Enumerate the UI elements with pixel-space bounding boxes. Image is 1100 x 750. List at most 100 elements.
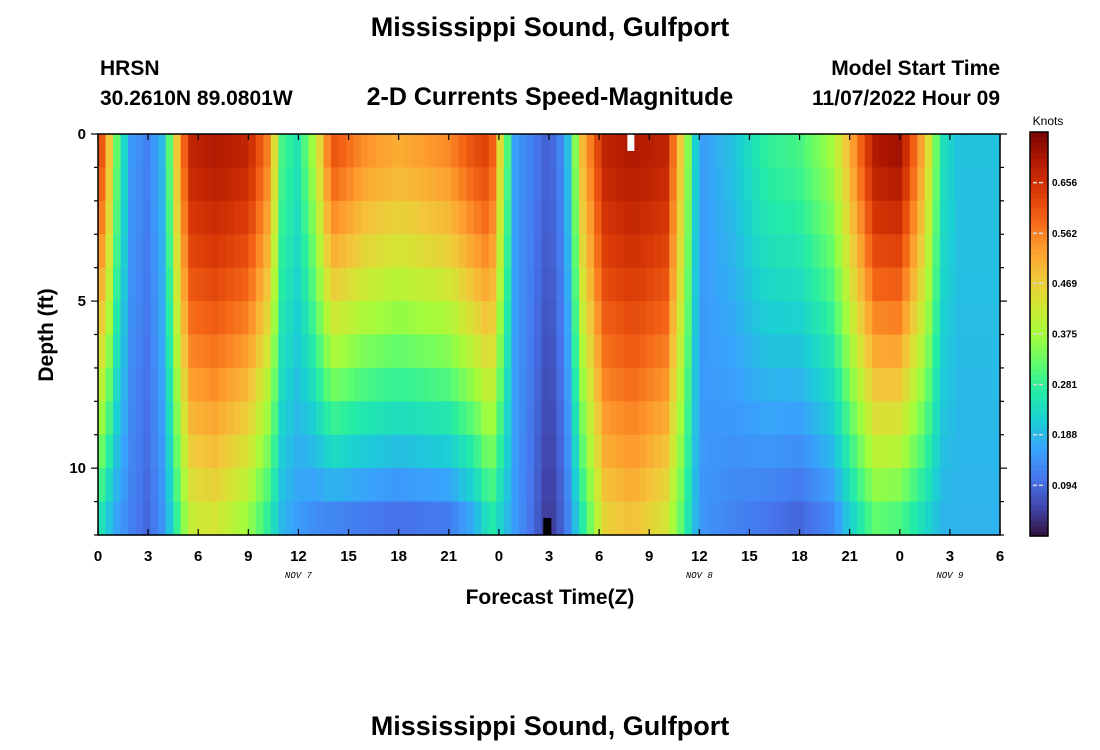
heatmap-cell bbox=[451, 334, 460, 369]
heatmap-cell bbox=[98, 134, 107, 169]
heatmap-cell bbox=[398, 367, 407, 402]
heatmap-cell bbox=[120, 401, 129, 436]
heatmap-cell bbox=[992, 434, 1001, 469]
heatmap-cell bbox=[353, 367, 362, 402]
heatmap-cell bbox=[526, 167, 535, 202]
heatmap-cell bbox=[654, 434, 663, 469]
heatmap-cell bbox=[248, 434, 257, 469]
heatmap-cell bbox=[894, 301, 903, 336]
heatmap-cell bbox=[992, 401, 1001, 436]
heatmap-cell bbox=[616, 367, 625, 402]
heatmap-cell bbox=[556, 468, 565, 503]
heatmap-cell bbox=[842, 200, 851, 235]
heatmap-cell bbox=[406, 301, 415, 336]
heatmap-cell bbox=[736, 401, 746, 436]
heatmap-cell bbox=[466, 234, 475, 269]
heatmap-cell bbox=[819, 468, 828, 503]
heatmap-cell bbox=[691, 234, 700, 269]
heatmap-cell bbox=[323, 468, 332, 503]
heatmap-cell bbox=[984, 468, 994, 503]
heatmap-cell bbox=[812, 334, 821, 369]
heatmap-cell bbox=[631, 367, 640, 402]
heatmap-cell bbox=[669, 334, 678, 369]
heatmap-cell bbox=[669, 301, 678, 336]
heatmap-cell bbox=[315, 468, 325, 503]
heatmap-cell bbox=[225, 501, 234, 536]
heatmap-cell bbox=[503, 234, 513, 269]
heatmap-cell bbox=[962, 334, 971, 369]
heatmap-cell bbox=[902, 367, 911, 402]
heatmap-cell bbox=[609, 234, 618, 269]
heatmap-cell bbox=[857, 501, 866, 536]
heatmap-cell bbox=[819, 167, 828, 202]
heatmap-cell bbox=[804, 401, 813, 436]
heatmap-cell bbox=[285, 200, 295, 235]
heatmap-cell bbox=[924, 200, 933, 235]
heatmap-cell bbox=[398, 401, 407, 436]
heatmap-cell bbox=[203, 200, 212, 235]
heatmap-cell bbox=[834, 134, 843, 169]
heatmap-cell bbox=[436, 234, 445, 269]
heatmap-cell bbox=[158, 267, 167, 302]
heatmap-cell bbox=[173, 334, 182, 369]
heatmap-cell bbox=[511, 334, 520, 369]
heatmap-cell bbox=[804, 434, 813, 469]
heatmap-cell bbox=[789, 234, 798, 269]
heatmap-cell bbox=[368, 167, 377, 202]
heatmap-cell bbox=[714, 200, 723, 235]
heatmap-cell bbox=[984, 501, 994, 536]
heatmap-cell bbox=[518, 468, 528, 503]
heatmap-cell bbox=[759, 301, 768, 336]
heatmap-cell bbox=[436, 501, 445, 536]
heatmap-cell bbox=[255, 301, 264, 336]
heatmap-cell bbox=[488, 367, 497, 402]
heatmap-cell bbox=[323, 301, 332, 336]
heatmap-cell bbox=[992, 468, 1001, 503]
heatmap-cell bbox=[165, 434, 174, 469]
heatmap-cell bbox=[842, 334, 851, 369]
heatmap-cell bbox=[909, 267, 918, 302]
heatmap-cell bbox=[443, 434, 452, 469]
heatmap-cell bbox=[661, 468, 670, 503]
heatmap-cell bbox=[721, 301, 730, 336]
heatmap-cell bbox=[864, 367, 873, 402]
heatmap-cell bbox=[586, 200, 595, 235]
heatmap-cell bbox=[797, 468, 806, 503]
heatmap-cell bbox=[744, 501, 753, 536]
heatmap-cell bbox=[376, 334, 385, 369]
heatmap-cell bbox=[180, 267, 189, 302]
heatmap-cell bbox=[549, 434, 558, 469]
heatmap-cell bbox=[368, 200, 377, 235]
heatmap-cell bbox=[203, 267, 212, 302]
heatmap-cell bbox=[631, 167, 640, 202]
heatmap-cell bbox=[233, 267, 242, 302]
heatmap-cell bbox=[391, 468, 400, 503]
heatmap-cell bbox=[233, 434, 242, 469]
colorbar-segment bbox=[1030, 318, 1048, 325]
heatmap-cell bbox=[661, 267, 670, 302]
heatmap-cell bbox=[436, 334, 445, 369]
heatmap-cell bbox=[436, 267, 445, 302]
heatmap-cell bbox=[488, 434, 497, 469]
heatmap-cell bbox=[616, 200, 625, 235]
heatmap-cell bbox=[782, 167, 791, 202]
heatmap-cell bbox=[195, 367, 204, 402]
heatmap-cell bbox=[391, 267, 400, 302]
heatmap-cell bbox=[105, 267, 114, 302]
heatmap-cell bbox=[135, 167, 144, 202]
heatmap-cell bbox=[639, 167, 648, 202]
heatmap-cell bbox=[323, 401, 332, 436]
heatmap-cell bbox=[917, 167, 926, 202]
colorbar-segment bbox=[1030, 470, 1048, 476]
heatmap-cell bbox=[917, 234, 926, 269]
heatmap-cell bbox=[451, 434, 460, 469]
heatmap-cell bbox=[225, 434, 234, 469]
heatmap-cell bbox=[406, 267, 415, 302]
heatmap-cell bbox=[789, 167, 798, 202]
heatmap-cell bbox=[503, 367, 513, 402]
heatmap-cell bbox=[571, 134, 580, 169]
heatmap-cell bbox=[661, 334, 670, 369]
colorbar-segment bbox=[1030, 490, 1048, 497]
heatmap-cell bbox=[571, 468, 580, 503]
heatmap-cell bbox=[488, 501, 497, 536]
